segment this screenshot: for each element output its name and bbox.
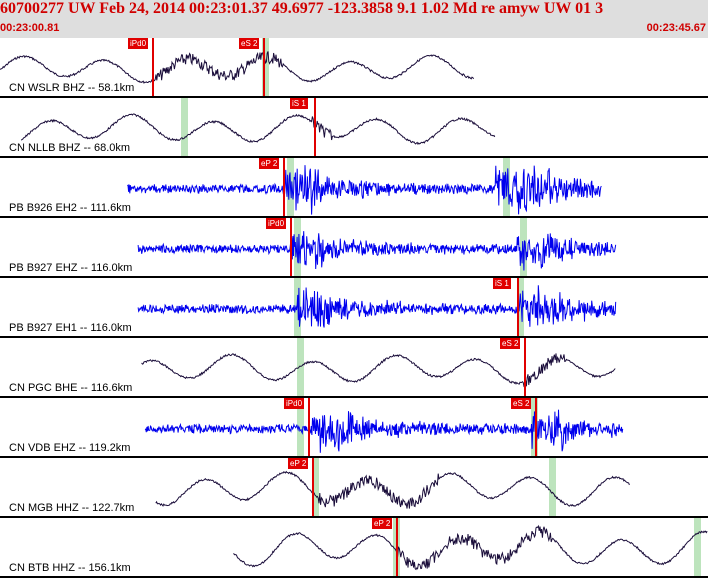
- phase-pick-label[interactable]: iS 1: [290, 98, 308, 109]
- waveform: [233, 524, 708, 571]
- channel-label: CN WSLR BHZ -- 58.1km: [9, 82, 135, 94]
- waveform: [141, 353, 616, 389]
- waveform-trace: [141, 353, 616, 389]
- phase-pick-line[interactable]: [263, 38, 265, 96]
- trace-panel[interactable]: eS 2 CN PGC BHE -- 116.6km: [0, 338, 708, 398]
- waveform: [137, 231, 617, 271]
- window-end-time: 00:23:45.67: [646, 22, 706, 34]
- waveform: [127, 165, 602, 215]
- waveform-trace: [233, 524, 708, 571]
- phase-pick-line[interactable]: [312, 458, 314, 516]
- phase-pick-label[interactable]: iPd0: [128, 38, 149, 49]
- phase-pick-line[interactable]: [290, 218, 292, 276]
- channel-label: PB B927 EHZ -- 116.0km: [9, 262, 133, 274]
- channel-label: CN MGB HHZ -- 122.7km: [9, 502, 135, 514]
- phase-pick-line[interactable]: [535, 398, 537, 456]
- theoretical-arrival-window: [517, 278, 524, 336]
- phase-pick-line[interactable]: [396, 518, 398, 576]
- phase-pick-label[interactable]: eP 2: [259, 158, 280, 169]
- channel-label: CN VDB EHZ -- 119.2km: [9, 442, 131, 454]
- phase-pick-label[interactable]: iPd0: [284, 398, 305, 409]
- channel-label: CN PGC BHE -- 116.6km: [9, 382, 133, 394]
- trace-panel[interactable]: eP 2 CN BTB HHZ -- 156.1km: [0, 518, 708, 578]
- phase-pick-label[interactable]: iS 1: [493, 278, 511, 289]
- waveform-trace: [144, 409, 624, 453]
- waveform-trace: [137, 231, 617, 271]
- phase-pick-label[interactable]: iPd0: [266, 218, 287, 229]
- channel-label: CN BTB HHZ -- 156.1km: [9, 562, 131, 574]
- phase-pick-label[interactable]: eS 2: [511, 398, 532, 409]
- waveform: [20, 113, 496, 146]
- channel-label: CN NLLB BHZ -- 68.0km: [9, 142, 131, 154]
- phase-pick-label[interactable]: eS 2: [239, 38, 260, 49]
- theoretical-arrival-window: [694, 518, 701, 576]
- phase-pick-line[interactable]: [283, 158, 285, 216]
- phase-pick-line[interactable]: [152, 38, 154, 96]
- trace-panel[interactable]: eP 2 CN MGB HHZ -- 122.7km: [0, 458, 708, 518]
- phase-pick-label[interactable]: eP 2: [288, 458, 309, 469]
- trace-panel[interactable]: iPd0 eS 2 CN VDB EHZ -- 119.2km: [0, 398, 708, 458]
- theoretical-arrival-window: [262, 38, 269, 96]
- window-start-time: 00:23:00.81: [0, 22, 60, 34]
- channel-label: PB B926 EH2 -- 111.6km: [9, 202, 131, 214]
- phase-pick-label[interactable]: eS 2: [500, 338, 521, 349]
- waveform-trace: [0, 51, 475, 84]
- channel-label: PB B927 EH1 -- 116.0km: [9, 322, 132, 334]
- theoretical-arrival-window: [312, 458, 319, 516]
- waveform-trace: [155, 470, 630, 509]
- trace-panel[interactable]: iS 1 PB B927 EH1 -- 116.0km: [0, 278, 708, 338]
- trace-panel[interactable]: eP 2 PB B926 EH2 -- 111.6km: [0, 158, 708, 218]
- theoretical-arrival-window: [181, 98, 188, 156]
- phase-pick-line[interactable]: [314, 98, 316, 156]
- waveform-trace: [20, 113, 496, 146]
- waveform: [155, 470, 630, 509]
- seismogram-traces[interactable]: iPd0 eS 2 CN WSLR BHZ -- 58.1km iS 1 CN NLLB…: [0, 38, 708, 578]
- theoretical-arrival-window: [297, 398, 304, 456]
- phase-pick-line[interactable]: [524, 338, 526, 396]
- trace-panel[interactable]: iPd0 eS 2 CN WSLR BHZ -- 58.1km: [0, 38, 708, 98]
- phase-pick-line[interactable]: [517, 278, 519, 336]
- theoretical-arrival-window: [549, 458, 556, 516]
- waveform: [144, 409, 624, 453]
- waveform: [0, 51, 475, 84]
- trace-panel[interactable]: iS 1 CN NLLB BHZ -- 68.0km: [0, 98, 708, 158]
- phase-pick-label[interactable]: eP 2: [372, 518, 393, 529]
- event-header: 60700277 UW Feb 24, 2014 00:23:01.37 49.…: [0, 0, 708, 39]
- waveform: [137, 285, 617, 328]
- phase-pick-line[interactable]: [308, 398, 310, 456]
- trace-panel[interactable]: iPd0 PB B927 EHZ -- 116.0km: [0, 218, 708, 278]
- event-title: 60700277 UW Feb 24, 2014 00:23:01.37 49.…: [0, 0, 604, 17]
- waveform-trace: [127, 165, 602, 215]
- theoretical-arrival-window: [297, 338, 304, 396]
- waveform-trace: [137, 285, 617, 328]
